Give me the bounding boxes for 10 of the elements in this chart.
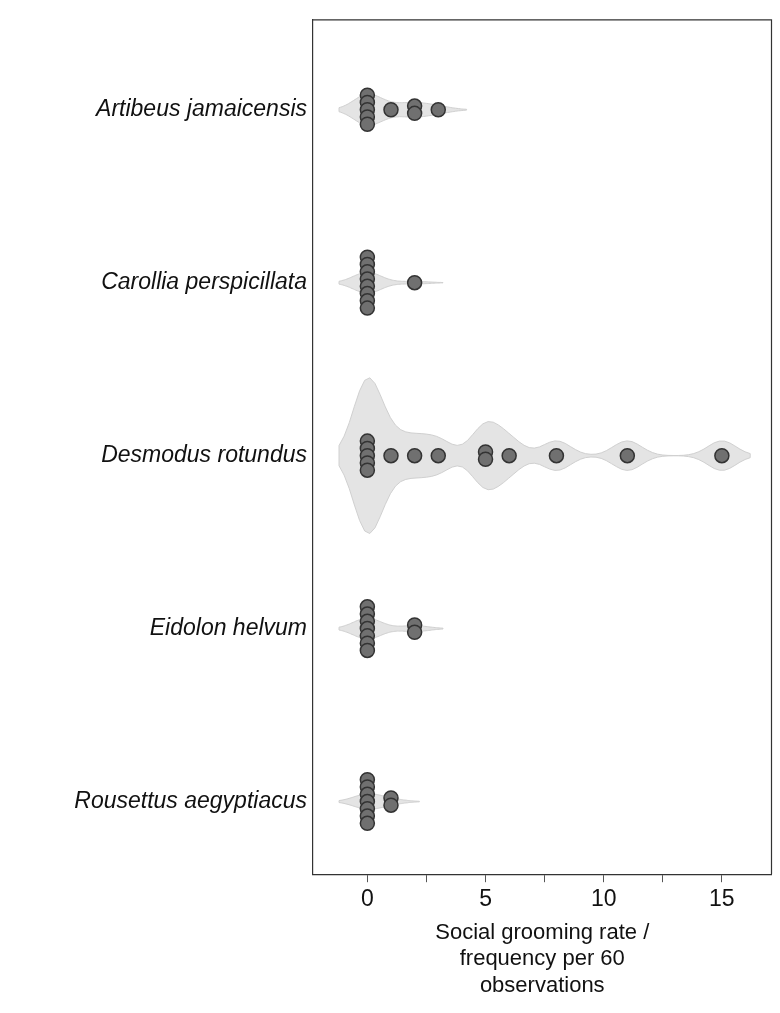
x-tick-label: 5 [479,885,492,912]
y-tick-label: Eidolon helvum [149,613,307,640]
x-tick-label: 15 [709,885,735,912]
x-tick-label: 10 [590,885,617,912]
x-axis-title: Social grooming rate / frequency per 60 observations [435,919,651,997]
x-tick-label: 0 [360,885,374,912]
y-tick-label: Rousettus aegyptiacus [74,786,308,813]
y-tick-label: Desmodus rotundus [101,441,308,468]
y-tick-label: Carollia perspicillata [101,268,307,295]
y-tick-label: Artibeus jamaicensis [94,95,308,122]
